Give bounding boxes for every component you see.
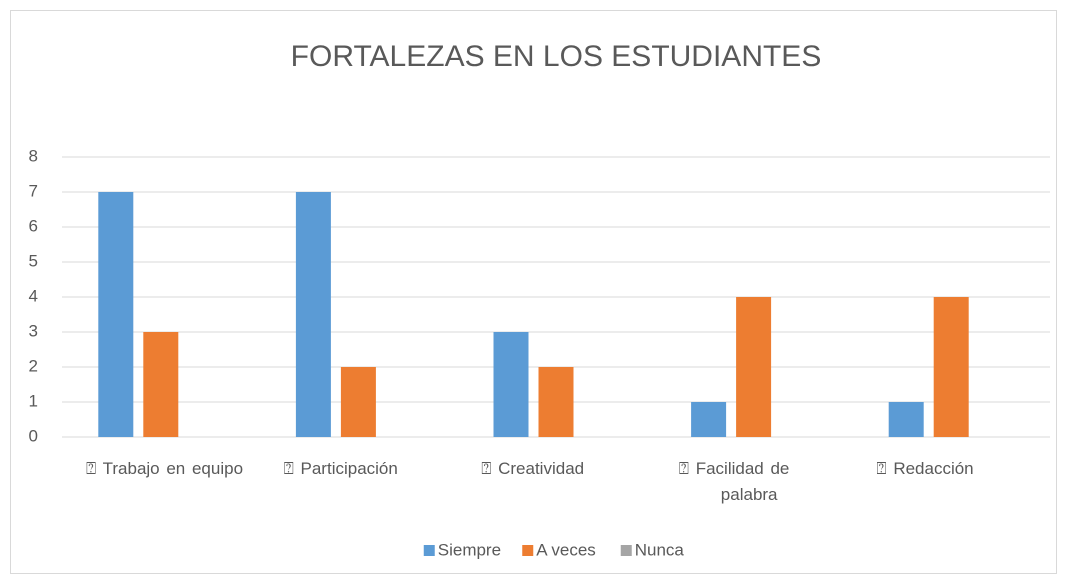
bar — [691, 402, 727, 437]
x-tick-label: ⍰ Trabajo en equipo — [86, 459, 244, 478]
y-tick-label: 6 — [29, 216, 38, 235]
legend-swatch — [522, 545, 534, 556]
x-tick-label: ⍰ Facilidad de palabra — [678, 459, 790, 504]
bar — [143, 332, 179, 437]
y-tick-label: 0 — [29, 426, 38, 445]
y-tick-label: 4 — [29, 286, 38, 305]
legend-label: Nunca — [635, 540, 685, 559]
bar — [340, 367, 376, 437]
bar — [295, 192, 331, 437]
bar — [888, 402, 924, 437]
bar — [933, 297, 969, 437]
bar — [98, 192, 134, 437]
legend-swatch — [423, 545, 435, 556]
y-tick-label: 5 — [29, 251, 38, 270]
chart-title: FORTALEZAS EN LOS ESTUDIANTES — [291, 40, 822, 73]
x-tick-label: ⍰ Redacción — [876, 459, 974, 478]
y-tick-label: 8 — [29, 146, 38, 165]
x-tick-label: ⍰ Creatividad — [481, 459, 585, 478]
bar — [736, 297, 772, 437]
bar — [538, 367, 574, 437]
y-tick-label: 7 — [29, 181, 38, 200]
legend-label: Siempre — [438, 540, 501, 559]
y-tick-label: 3 — [29, 321, 38, 340]
legend-swatch — [620, 545, 632, 556]
chart-border — [10, 10, 1057, 574]
y-tick-label: 2 — [29, 356, 38, 375]
bar — [493, 332, 529, 437]
x-tick-label: ⍰ Participación — [283, 459, 398, 478]
legend-label: A veces — [536, 540, 596, 559]
y-tick-label: 1 — [29, 391, 38, 410]
